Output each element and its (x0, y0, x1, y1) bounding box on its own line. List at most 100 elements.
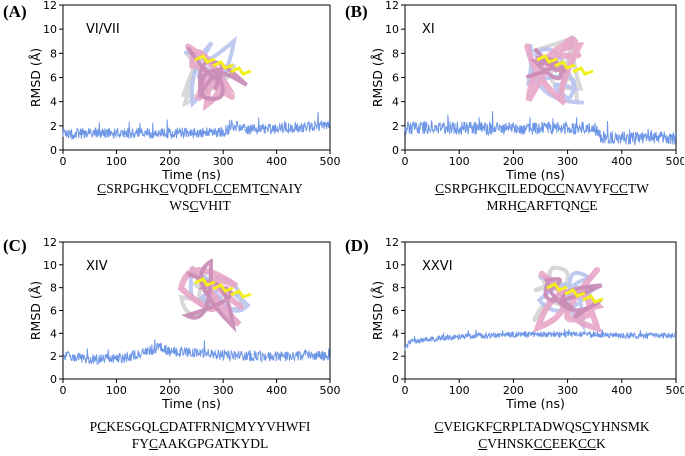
y-tick-label: 0 (392, 373, 399, 386)
y-tick-label: 4 (392, 96, 399, 109)
protein-ribbon (531, 265, 579, 323)
disulfide-bond (194, 277, 216, 287)
x-tick-label: 0 (402, 155, 409, 168)
x-tick-label: 0 (60, 384, 67, 397)
x-axis-title: Time (ns) (161, 396, 221, 411)
disulfide-bond (536, 54, 558, 64)
panel-a: VI/VII 0 2 4 6 8 10 12 0 100 200 300 400 500 Time (ns)… (0, 0, 342, 228)
rmsd-series-line (404, 111, 677, 146)
disulfide-bond (572, 66, 594, 76)
sequence-residue-cys: C (542, 436, 552, 451)
sequence-residue-cys: C (580, 198, 590, 213)
y-tick-label: 2 (50, 350, 57, 363)
structure-tag: XI (422, 22, 435, 37)
sequence-a: CSRPGHKCVQDFLCCEMTCNAIY WSCVHIT (60, 180, 340, 214)
sequence-residue-cys: C (213, 181, 223, 196)
sequence-line: CVHNSKCCEEKCCK (478, 436, 606, 451)
sequence-residue-cys: C (222, 181, 232, 196)
protein-structure-image (531, 265, 605, 334)
sequence-residue-cys: C (546, 181, 556, 196)
disulfide-bond (554, 60, 576, 70)
x-tick-label: 300 (213, 155, 234, 168)
x-tick-label: 200 (159, 384, 180, 397)
protein-structure-image (177, 258, 252, 333)
protein-structure-image (524, 35, 594, 106)
sequence-residue-cys: C (434, 419, 444, 434)
x-tick-label: 500 (320, 155, 341, 168)
y-tick-label: 8 (50, 47, 57, 60)
y-tick-label: 4 (50, 96, 57, 109)
y-tick-label: 4 (50, 327, 57, 340)
panel-label-a: (A) (3, 2, 27, 21)
sequence-residue-cys: C (497, 181, 507, 196)
structure-tag: XXVI (422, 259, 453, 274)
y-tick-label: 4 (392, 327, 399, 340)
sequence-residue-cys: C (578, 436, 588, 451)
disulfide-bond (582, 294, 604, 304)
y-tick-label: 0 (50, 144, 57, 157)
disulfide-bond (212, 283, 234, 293)
sequence-residue-cys: C (478, 436, 488, 451)
y-tick-label: 2 (392, 120, 399, 133)
sequence-line: CSRPGHKCVQDFLCCEMTCNAIY (97, 181, 303, 196)
y-tick-label: 6 (392, 72, 399, 85)
x-tick-label: 400 (611, 384, 632, 397)
y-tick-label: 6 (392, 305, 399, 318)
sequence-residue-cys: C (609, 181, 619, 196)
sequence-residue-cys: C (189, 198, 199, 213)
y-tick-label: 8 (392, 282, 399, 295)
sequence-d: CVEIGKFCRPLTADWQSCYHNSMK CVHNSKCCEEKCCK (402, 418, 682, 452)
chart-a: VI/VII 0 2 4 6 8 10 12 0 100 200 300 400 500 Time (ns)… (28, 0, 341, 182)
sequence-residue-cys: C (148, 436, 158, 451)
protein-ribbon (186, 47, 248, 101)
x-tick-label: 300 (557, 155, 578, 168)
x-tick-label: 400 (266, 155, 287, 168)
structure-tag: XIV (86, 259, 108, 274)
sequence-residue-cys: C (618, 181, 628, 196)
sequence-residue-cys: C (225, 419, 235, 434)
sequence-residue-cys: C (97, 419, 107, 434)
y-tick-label: 0 (392, 144, 399, 157)
sequence-residue-cys: C (492, 419, 502, 434)
x-tick-label: 200 (503, 155, 524, 168)
sequence-b: CSRPGHKCILEDQCCNAVYFCCTW MRHCARFTQNCE (402, 180, 682, 214)
chart-d: XXVI 0 2 4 6 8 10 12 0 100 200 300 400 500 Time (ns) RM… (370, 236, 685, 411)
structure-tag: VI/VII (86, 22, 120, 37)
sequence-line: WSCVHIT (169, 198, 231, 213)
panel-label-b: (B) (345, 2, 368, 21)
sequence-line: CSRPGHKCILEDQCCNAVYFCCTW (435, 181, 649, 196)
chart-c: XIV 0 2 4 6 8 10 12 0 100 200 300 400 500 Time (ns) RMS… (28, 236, 341, 411)
sequence-residue-cys: C (159, 181, 169, 196)
x-tick-label: 500 (666, 384, 685, 397)
sequence-c: PCKESGQLCDATFRNICMYYVHWFI FYCAAKGPGATKYDL (60, 418, 340, 452)
x-tick-label: 200 (159, 155, 180, 168)
sequence-residue-cys: C (97, 181, 107, 196)
x-tick-label: 500 (666, 155, 685, 168)
sequence-line: CVEIGKFCRPLTADWQSCYHNSMK (434, 419, 650, 434)
x-tick-label: 400 (266, 384, 287, 397)
y-tick-label: 10 (385, 259, 399, 272)
y-tick-label: 10 (43, 23, 57, 36)
x-tick-label: 100 (106, 155, 127, 168)
y-tick-label: 8 (50, 282, 57, 295)
y-tick-label: 8 (392, 47, 399, 60)
y-tick-label: 10 (43, 259, 57, 272)
disulfide-bond (230, 289, 252, 299)
panel-label-d: (D) (345, 236, 369, 255)
y-tick-label: 12 (385, 0, 399, 12)
y-tick-label: 12 (43, 236, 57, 249)
sequence-residue-cys: C (517, 198, 527, 213)
rmsd-series-line (62, 339, 331, 365)
y-tick-label: 2 (392, 350, 399, 363)
x-tick-label: 0 (402, 384, 409, 397)
disulfide-bond (194, 54, 216, 64)
sequence-line: PCKESGQLCDATFRNICMYYVHWFI (89, 419, 311, 434)
x-tick-label: 100 (449, 384, 470, 397)
y-tick-label: 12 (385, 236, 399, 249)
chart-b: XI 0 2 4 6 8 10 12 0 100 200 300 400 500 Time (ns) RMSD… (370, 0, 685, 182)
x-tick-label: 400 (611, 155, 632, 168)
sequence-residue-cys: C (533, 436, 543, 451)
x-tick-label: 0 (60, 155, 67, 168)
sequence-residue-cys: C (587, 436, 597, 451)
y-axis-title: RMSD (Å) (28, 48, 43, 107)
